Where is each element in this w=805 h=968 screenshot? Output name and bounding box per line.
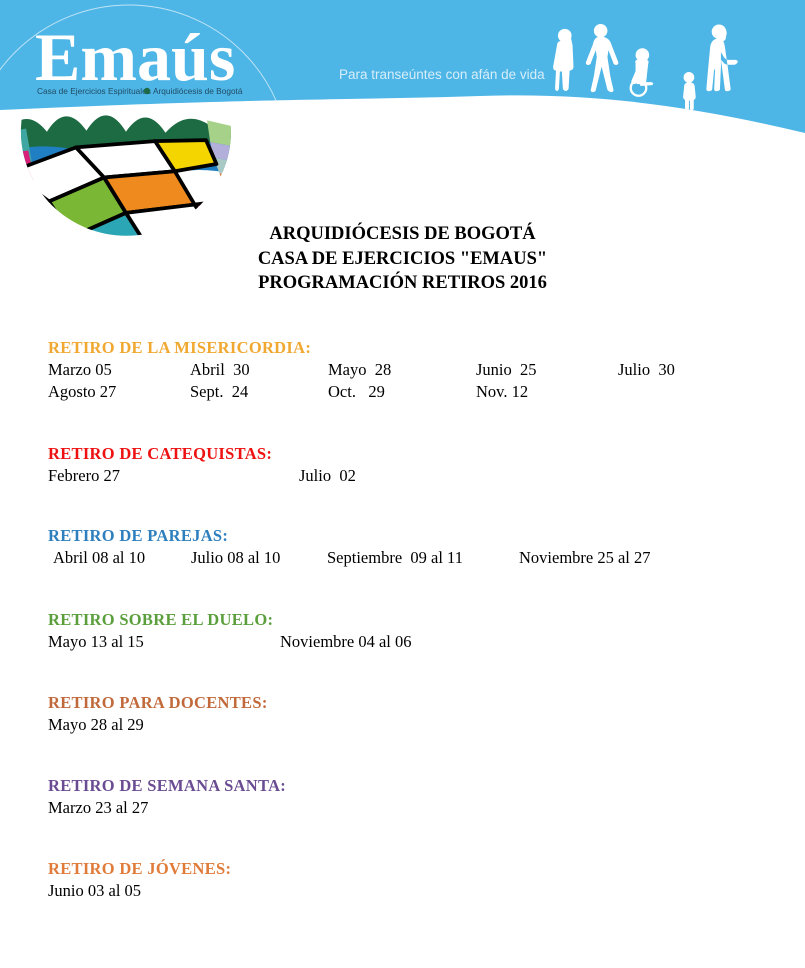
svg-text:Para transeúntes con afán de v: Para transeúntes con afán de vida (339, 67, 545, 82)
svg-text:Arquidiócesis de Bogotá: Arquidiócesis de Bogotá (153, 86, 243, 96)
svg-text:Emaús: Emaús (35, 19, 235, 95)
svg-text:Casa de Ejercicios Espirituale: Casa de Ejercicios Espirituales (37, 86, 151, 96)
